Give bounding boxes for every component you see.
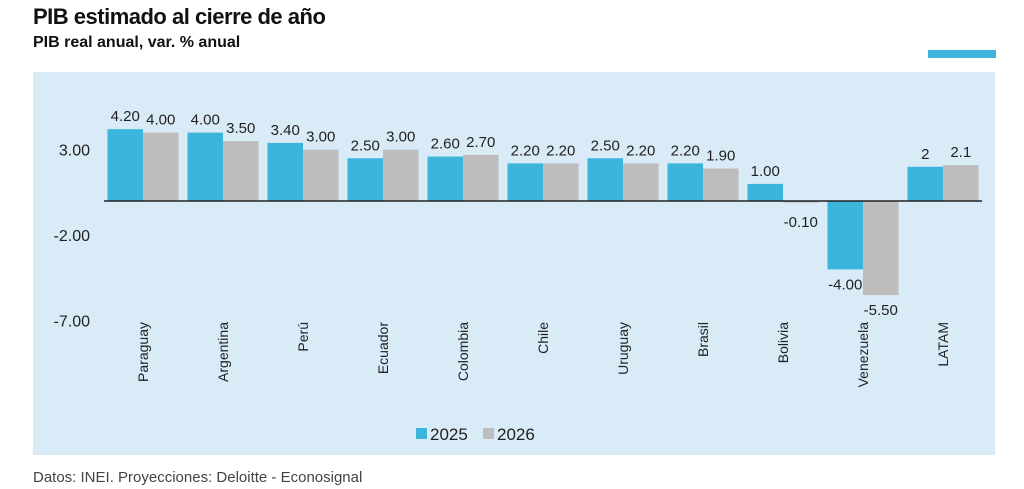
x-tick-label: Bolivia: [775, 322, 791, 363]
chart-title: PIB estimado al cierre de año: [33, 4, 326, 29]
source-note: Datos: INEI. Proyecciones: Deloitte - Ec…: [33, 469, 363, 486]
y-tick-label: -7.00: [54, 314, 91, 331]
data-label: 2.1: [950, 144, 971, 161]
x-tick-label: Argentina: [215, 322, 231, 382]
data-label: 4.20: [111, 108, 140, 125]
data-label: 2: [921, 146, 929, 163]
data-label: 2.20: [671, 142, 700, 159]
bar-2026: [463, 154, 499, 201]
chart-subtitle: PIB real anual, var. % anual: [33, 34, 241, 51]
data-label: 3.40: [271, 122, 300, 139]
legend-label: 2026: [497, 425, 535, 444]
bar-2026: [783, 201, 819, 203]
x-tick-label: Paraguay: [135, 322, 151, 382]
data-label: -4.00: [828, 276, 862, 293]
x-tick-label: Venezuela: [855, 322, 871, 388]
bar-2025: [587, 158, 623, 201]
bar-2026: [703, 168, 739, 201]
data-label: 3.00: [386, 129, 415, 146]
bar-2025: [827, 201, 863, 270]
data-label: 4.00: [146, 112, 175, 129]
bar-2025: [427, 156, 463, 201]
bar-2026: [623, 163, 659, 201]
data-label: 2.20: [626, 142, 655, 159]
x-tick-label: Perú: [295, 322, 311, 352]
x-tick-label: Uruguay: [615, 322, 631, 375]
bar-2025: [107, 129, 143, 201]
x-tick-label: Chile: [535, 322, 551, 354]
bar-2025: [747, 183, 783, 201]
bar-2026: [223, 141, 259, 201]
bar-2025: [267, 142, 303, 201]
bar-2026: [143, 132, 179, 201]
data-label: 4.00: [191, 112, 220, 129]
data-label: 1.90: [706, 148, 735, 165]
x-tick-label: Ecuador: [375, 322, 391, 374]
y-tick-label: 3.00: [59, 143, 90, 160]
data-label: 2.70: [466, 134, 495, 151]
legend-swatch-2026: [483, 428, 494, 439]
data-label: -0.10: [784, 214, 818, 231]
bar-2026: [543, 163, 579, 201]
bar-2025: [347, 158, 383, 201]
data-label: 1.00: [751, 163, 780, 180]
x-tick-label: Brasil: [695, 322, 711, 357]
data-label: 2.20: [511, 142, 540, 159]
bar-2025: [507, 163, 543, 201]
bar-2025: [667, 163, 703, 201]
data-label: -5.50: [864, 302, 898, 319]
bar-2025: [187, 132, 223, 201]
data-label: 2.20: [546, 142, 575, 159]
bar-2026: [383, 149, 419, 201]
y-tick-label: -2.00: [54, 228, 91, 245]
bar-2026: [863, 201, 899, 296]
bar-2026: [943, 165, 979, 201]
bar-2026: [303, 149, 339, 201]
bar-2025: [907, 166, 943, 201]
x-tick-label: LATAM: [935, 322, 951, 367]
data-label: 3.50: [226, 120, 255, 137]
legend-label: 2025: [430, 425, 468, 444]
legend-swatch-2025: [416, 428, 427, 439]
data-label: 2.60: [431, 136, 460, 153]
x-tick-label: Colombia: [455, 322, 471, 381]
accent-bar: [928, 50, 996, 58]
data-label: 3.00: [306, 129, 335, 146]
data-label: 2.50: [591, 137, 620, 154]
data-label: 2.50: [351, 137, 380, 154]
